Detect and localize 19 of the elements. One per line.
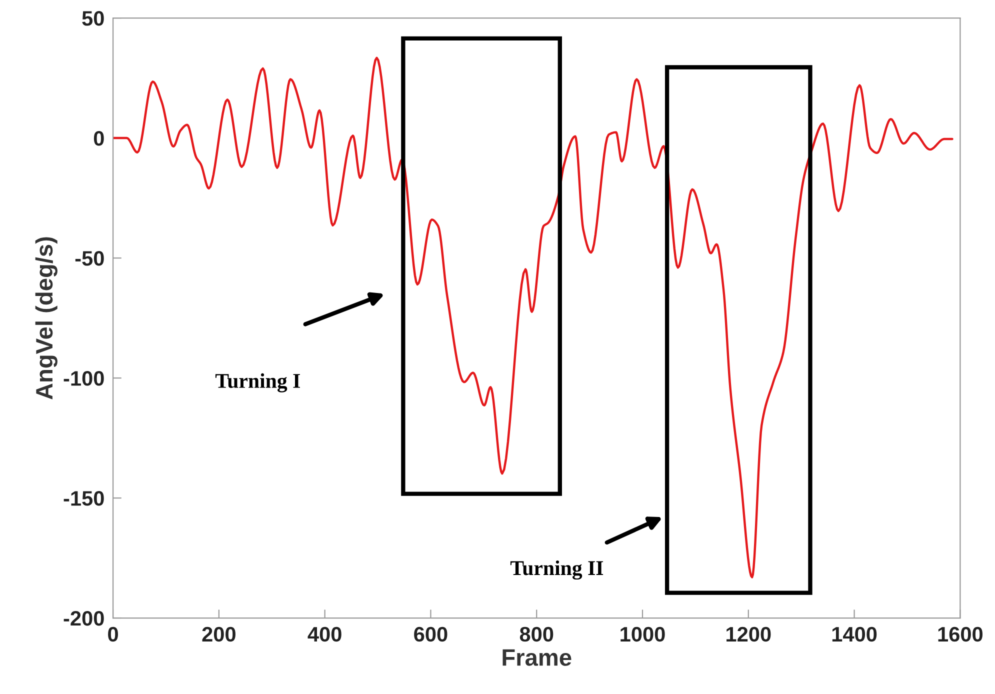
y-axis-title: AngVel (deg/s) [35, 237, 58, 400]
x-tick-label: 400 [308, 626, 342, 642]
annotation: Turning II [510, 560, 604, 580]
x-tick-label: 1400 [832, 626, 877, 642]
y-tick-label: -200 [64, 611, 104, 626]
x-tick-label: 1200 [726, 626, 771, 642]
y-tick-label: -50 [75, 251, 104, 266]
x-tick-label: 600 [414, 626, 448, 642]
x-tick-label: 0 [108, 626, 118, 642]
x-tick-label: 1000 [620, 626, 665, 642]
x-axis-title: Frame [502, 649, 572, 666]
y-tick-label: 0 [94, 131, 104, 146]
y-tick-label: -100 [64, 371, 104, 386]
x-tick-label: 1600 [938, 626, 982, 642]
y-tick-label: -150 [64, 491, 104, 506]
x-tick-label: 800 [520, 626, 554, 642]
annotation: Turning I [215, 373, 300, 392]
y-tick-label: 50 [82, 11, 104, 26]
x-tick-label: 200 [202, 626, 236, 642]
